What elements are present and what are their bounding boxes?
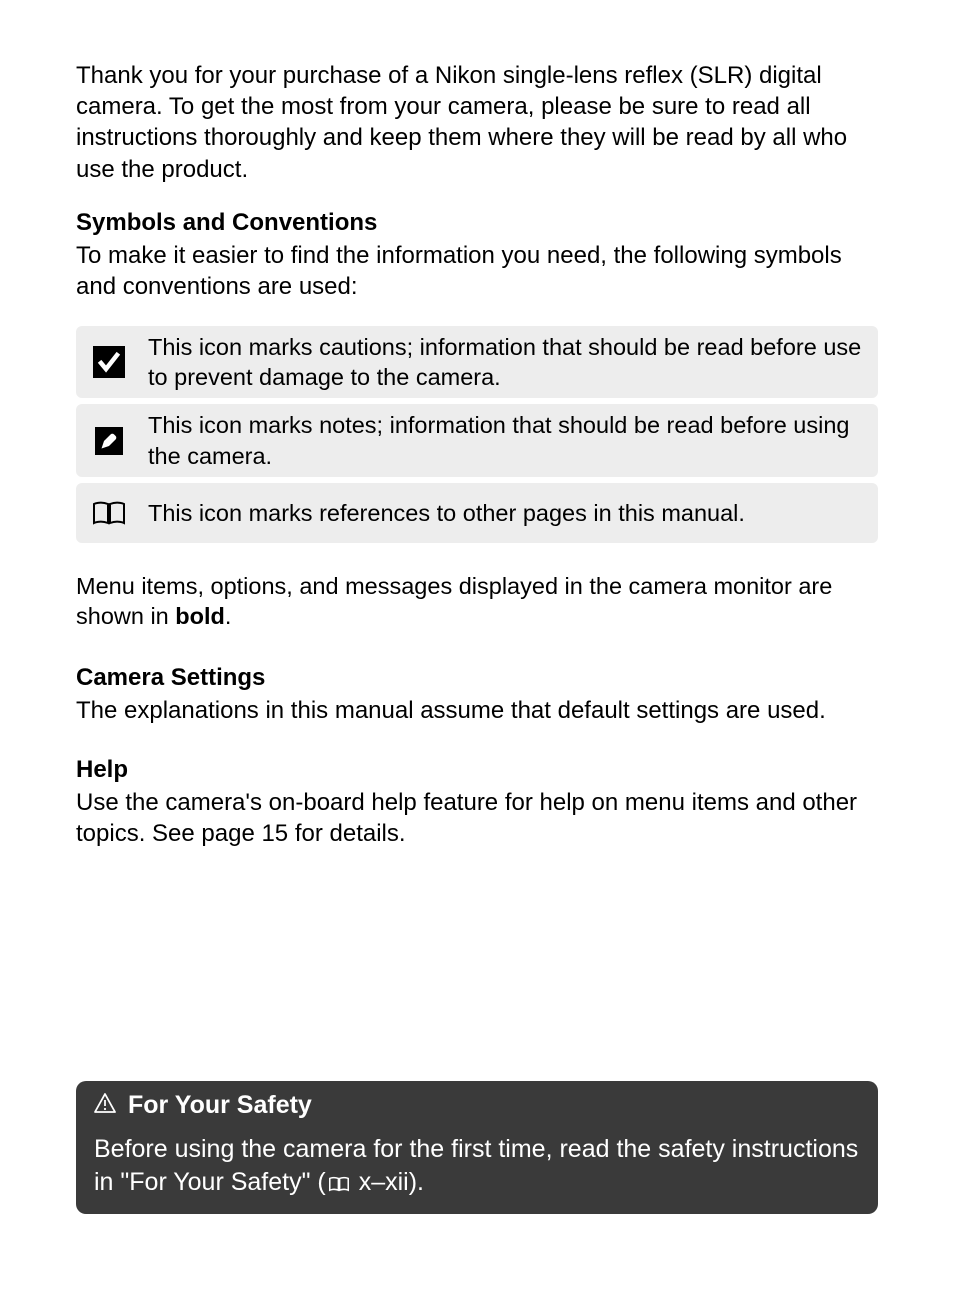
symbol-row-text: This icon marks cautions; information th… <box>148 332 868 392</box>
safety-box: For Your Safety Before using the camera … <box>76 1081 878 1215</box>
menu-note-bold: bold <box>175 603 225 629</box>
menu-items-note: Menu items, options, and messages displa… <box>76 571 878 632</box>
camera-settings-text: The explanations in this manual assume t… <box>76 695 878 726</box>
safety-body: Before using the camera for the first ti… <box>76 1129 878 1214</box>
safety-heading-text: For Your Safety <box>128 1089 312 1122</box>
menu-note-post: . <box>225 603 232 629</box>
camera-settings-heading: Camera Settings <box>76 662 878 693</box>
help-heading: Help <box>76 754 878 785</box>
symbol-row-reference: This icon marks references to other page… <box>76 483 878 543</box>
safety-body-pre: Before using the camera for the first ti… <box>94 1135 858 1196</box>
book-icon <box>328 1168 350 1201</box>
symbol-rows: This icon marks cautions; information th… <box>76 326 878 542</box>
safety-body-post: x–xii). <box>352 1168 424 1196</box>
help-text: Use the camera's on-board help feature f… <box>76 787 878 849</box>
caution-icon <box>86 346 132 378</box>
intro-paragraph: Thank you for your purchase of a Nikon s… <box>76 60 878 185</box>
safety-header: For Your Safety <box>76 1081 878 1130</box>
symbol-row-text: This icon marks references to other page… <box>148 498 868 528</box>
help-section: Help Use the camera's on-board help feat… <box>76 754 878 850</box>
book-icon <box>86 500 132 526</box>
note-icon <box>86 427 132 455</box>
symbols-lead: To make it easier to find the informatio… <box>76 240 878 302</box>
symbols-section: Symbols and Conventions To make it easie… <box>76 207 878 543</box>
symbol-row-note: This icon marks notes; information that … <box>76 404 878 476</box>
symbol-row-caution: This icon marks cautions; information th… <box>76 326 878 398</box>
symbol-row-text: This icon marks notes; information that … <box>148 410 868 470</box>
camera-settings-section: Camera Settings The explanations in this… <box>76 662 878 726</box>
warning-icon <box>94 1089 116 1122</box>
symbols-heading: Symbols and Conventions <box>76 207 878 238</box>
